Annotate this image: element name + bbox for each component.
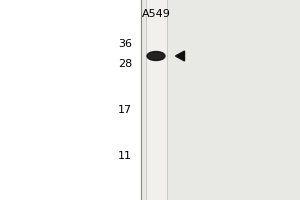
Polygon shape xyxy=(176,51,184,61)
Text: A549: A549 xyxy=(142,9,170,19)
Text: 36: 36 xyxy=(118,39,132,49)
Text: 17: 17 xyxy=(118,105,132,115)
Bar xyxy=(141,0,300,200)
Ellipse shape xyxy=(147,51,165,60)
Bar xyxy=(146,0,167,200)
Text: 11: 11 xyxy=(118,151,132,161)
Text: 28: 28 xyxy=(118,59,132,69)
